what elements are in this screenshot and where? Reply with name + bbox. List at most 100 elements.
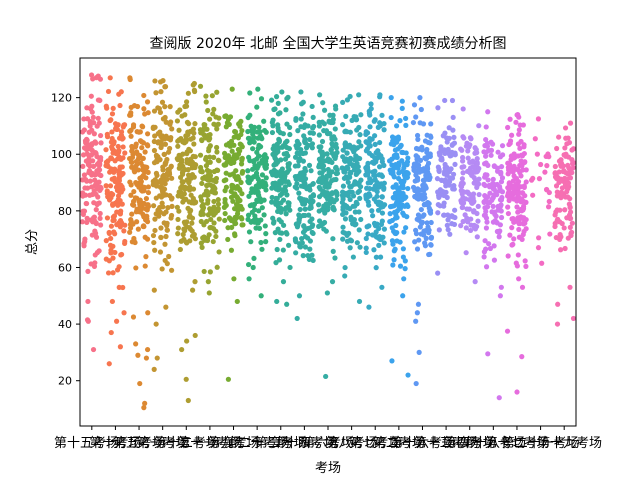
- data-point: [128, 133, 134, 139]
- data-point: [535, 116, 542, 122]
- data-point: [245, 168, 251, 174]
- data-point: [330, 248, 336, 254]
- data-point: [222, 196, 228, 203]
- data-point: [246, 193, 252, 199]
- data-point: [226, 157, 232, 163]
- data-point: [516, 276, 522, 282]
- data-point: [142, 263, 148, 269]
- data-point: [211, 220, 217, 226]
- data-point: [158, 225, 164, 231]
- x-tick-label: 第六考场: [302, 436, 354, 451]
- data-point: [519, 236, 525, 242]
- data-point: [345, 165, 351, 171]
- data-point: [192, 236, 198, 242]
- data-point: [302, 233, 309, 240]
- data-point: [162, 115, 168, 121]
- data-point: [416, 237, 422, 243]
- data-point: [403, 122, 409, 128]
- data-point: [517, 220, 523, 227]
- data-point: [263, 175, 269, 181]
- data-point: [309, 141, 316, 147]
- data-point: [438, 157, 444, 163]
- data-point: [552, 163, 558, 170]
- data-point: [182, 103, 188, 110]
- data-point: [351, 114, 357, 120]
- data-point: [300, 253, 306, 259]
- data-point: [201, 222, 207, 228]
- data-point: [247, 90, 253, 96]
- data-point: [227, 114, 234, 120]
- data-point: [399, 105, 405, 112]
- data-point: [400, 210, 406, 216]
- data-point: [189, 228, 195, 234]
- data-point: [536, 235, 542, 241]
- data-point: [401, 276, 407, 282]
- data-point: [116, 264, 122, 270]
- data-point: [273, 195, 279, 201]
- data-point: [207, 269, 213, 275]
- data-point: [129, 143, 135, 150]
- data-point: [293, 176, 299, 182]
- data-point: [112, 249, 118, 256]
- data-point: [119, 251, 125, 258]
- data-point: [518, 214, 524, 220]
- data-point: [157, 249, 164, 255]
- data-point: [397, 118, 403, 124]
- data-point: [405, 372, 411, 378]
- x-tick-label: 第八考场: [326, 436, 378, 451]
- data-point: [460, 170, 466, 176]
- data-point: [103, 147, 109, 153]
- data-point: [488, 152, 494, 158]
- data-point: [299, 240, 305, 246]
- data-point: [391, 174, 397, 180]
- data-point: [117, 224, 123, 230]
- data-point: [437, 151, 443, 157]
- data-point: [247, 140, 253, 146]
- data-point: [269, 97, 275, 103]
- data-point: [185, 167, 191, 173]
- data-point: [155, 105, 161, 111]
- data-point: [339, 165, 345, 171]
- data-point: [200, 235, 206, 241]
- data-point: [545, 204, 552, 210]
- data-point: [506, 197, 512, 204]
- data-point: [474, 156, 480, 162]
- data-point: [93, 207, 99, 213]
- data-point: [255, 189, 261, 195]
- data-point: [424, 220, 430, 226]
- data-point: [363, 172, 369, 178]
- data-point: [190, 135, 196, 141]
- data-point: [158, 234, 164, 241]
- data-point: [535, 245, 542, 251]
- data-point: [399, 98, 405, 104]
- data-point: [471, 209, 477, 215]
- data-point: [259, 180, 265, 187]
- data-point: [84, 116, 91, 122]
- data-point: [175, 193, 181, 199]
- data-point: [400, 246, 406, 252]
- data-point: [87, 178, 93, 184]
- data-point: [153, 321, 159, 327]
- data-point: [118, 164, 124, 170]
- data-point: [505, 124, 511, 131]
- data-point: [513, 175, 520, 182]
- data-point: [459, 176, 465, 182]
- data-point: [92, 252, 98, 258]
- data-point: [134, 149, 140, 155]
- data-point: [90, 346, 97, 353]
- data-point: [507, 140, 513, 146]
- data-point: [128, 159, 134, 165]
- data-point: [445, 217, 451, 223]
- data-point: [150, 125, 156, 131]
- data-point: [188, 207, 194, 214]
- data-point: [310, 257, 316, 264]
- data-point: [215, 121, 221, 127]
- data-point: [426, 176, 432, 183]
- data-point: [158, 89, 164, 95]
- data-point: [413, 145, 420, 152]
- data-point: [137, 380, 143, 387]
- data-point: [157, 129, 163, 135]
- data-point: [284, 138, 290, 144]
- data-point: [420, 196, 426, 202]
- data-point: [118, 208, 124, 214]
